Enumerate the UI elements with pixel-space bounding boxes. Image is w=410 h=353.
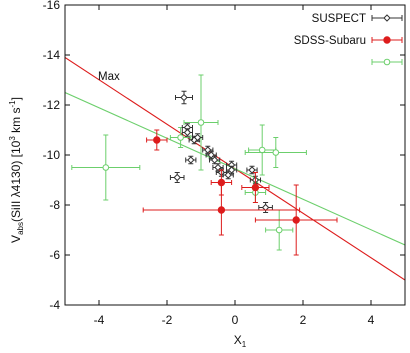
- green-marker: [275, 226, 283, 234]
- y-axis-label-rest: (SiII λ4130) [10: [9, 140, 23, 222]
- plot-frame: [64, 4, 406, 306]
- suspect-data-point: [169, 172, 185, 183]
- green-marker: [177, 134, 184, 141]
- suspect-marker: [187, 156, 195, 164]
- green-marker: [258, 146, 266, 154]
- green-data-point: [244, 137, 307, 168]
- sdss-subaru-marker: [292, 216, 300, 224]
- x-tick-label: 4: [368, 313, 375, 327]
- suspect-data-point: [222, 170, 234, 180]
- y-axis-label-sub: abs: [16, 222, 25, 235]
- x-axis-label: X1: [234, 333, 247, 349]
- legend-symbol-suspect: [371, 14, 403, 22]
- suspect-marker: [180, 93, 188, 102]
- x-tick-label: 0: [232, 313, 239, 327]
- suspect-marker: [183, 128, 192, 137]
- x-axis-ticks: -4 -2 0 2 4: [94, 5, 375, 327]
- y-axis-label-mid: km s: [9, 108, 23, 137]
- suspect-marker: [227, 166, 236, 174]
- suspect-marker: [173, 173, 181, 182]
- suspect-data-point: [181, 128, 193, 137]
- sdss-subaru-data-point: [146, 129, 168, 151]
- y-axis-label-end: ]: [9, 97, 23, 100]
- suspect-marker: [248, 166, 256, 174]
- legend-symbol-green: [371, 58, 403, 66]
- green-data-point: [169, 127, 192, 148]
- suspect-data-point: [226, 165, 238, 175]
- suspect-data-point: [209, 155, 221, 165]
- y-tick-label: -6: [49, 248, 60, 262]
- green-data-point: [183, 74, 219, 171]
- suspect-data-point: [175, 90, 193, 105]
- y-axis-label: Vabs(SiII λ4130) [103 km s-1]: [8, 97, 25, 243]
- x-tick-label: 2: [300, 313, 307, 327]
- sdss-subaru-data-point: [241, 172, 270, 203]
- fit-line-green: [65, 91, 405, 246]
- y-axis-ticks: -16 -14 -12 -10 -8 -6 -4: [43, 0, 405, 312]
- x-tick-label: -4: [94, 313, 105, 327]
- suspect-marker: [193, 133, 202, 142]
- x-axis-label-main: X: [234, 333, 242, 347]
- legend-marker: [383, 36, 391, 44]
- suspect-data-point: [185, 155, 197, 165]
- sdss-subaru-data-point: [142, 184, 301, 236]
- suspect-marker: [210, 156, 219, 164]
- sdss-subaru-data-point: [210, 169, 233, 196]
- annotation-max: Max: [98, 71, 120, 83]
- y-tick-label: -14: [43, 48, 61, 62]
- sdss-subaru-marker: [217, 206, 226, 214]
- y-axis-label-main: V: [9, 235, 23, 243]
- green-marker: [272, 149, 280, 156]
- y-tick-label: -12: [43, 98, 61, 112]
- sdss-subaru-marker: [251, 183, 260, 192]
- green-data-point: [265, 209, 294, 251]
- y-tick-label: -10: [43, 148, 61, 162]
- legend: SUSPECT SDSS-Subaru: [294, 13, 403, 66]
- legend-marker: [383, 14, 391, 22]
- legend-symbol-sdss-subaru: [371, 36, 403, 44]
- green-marker: [102, 164, 110, 171]
- y-tick-label: -16: [43, 0, 61, 12]
- y-axis-label-sup2: -1: [8, 100, 17, 108]
- legend-marker: [383, 58, 391, 66]
- y-axis-label-sup1: 3: [8, 136, 17, 141]
- fit-lines: [65, 57, 405, 281]
- suspect-data-point: [246, 165, 258, 175]
- suspect-data-point: [192, 133, 204, 142]
- data-points: [71, 74, 338, 256]
- legend-label-suspect: SUSPECT: [312, 13, 366, 25]
- sdss-subaru-data-point: [254, 184, 338, 256]
- y-tick-label: -8: [49, 198, 60, 212]
- legend-label-sdss-subaru: SDSS-Subaru: [294, 35, 366, 47]
- suspect-data-point: [258, 202, 273, 213]
- green-data-point: [71, 134, 141, 201]
- x-tick-label: -2: [162, 313, 173, 327]
- green-marker: [197, 119, 205, 126]
- x-axis-label-sub: 1: [242, 340, 247, 349]
- y-tick-label: -4: [49, 298, 60, 312]
- sdss-subaru-marker: [153, 136, 161, 144]
